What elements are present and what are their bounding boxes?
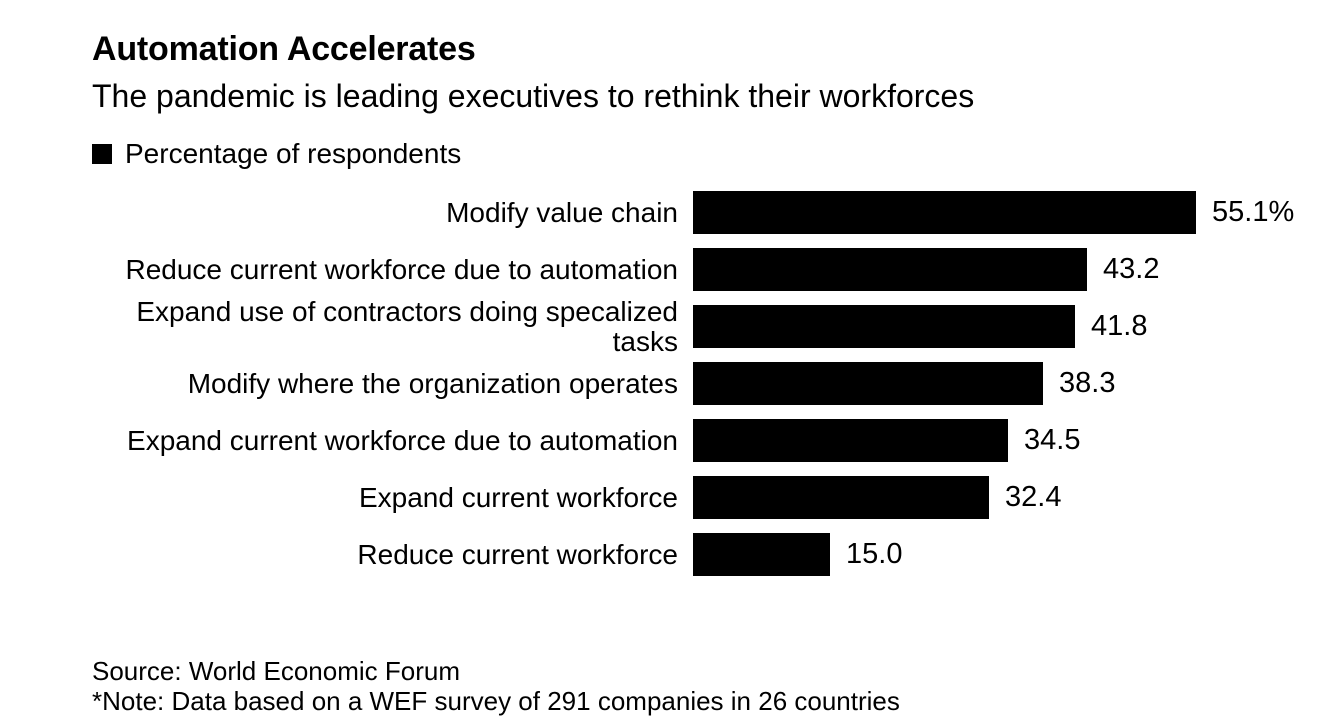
bar-row: Reduce current workforce due to automati… [92, 241, 1332, 298]
bar [693, 248, 1087, 291]
chart-title: Automation Accelerates [92, 30, 476, 68]
bar-row: Modify where the organization operates 38… [92, 355, 1332, 412]
legend-swatch-icon [92, 144, 112, 164]
legend: Percentage of respondents [92, 138, 1332, 169]
bar [693, 419, 1008, 462]
bar-area: 15.0 [693, 533, 1332, 576]
chart-footer: Source: World Economic Forum *Note: Data… [92, 656, 1332, 716]
bar-value-label: 41.8 [1091, 310, 1148, 342]
bar-row: Reduce current workforce 15.0 [92, 526, 1332, 583]
bar-value-label: 34.5 [1024, 424, 1081, 456]
bar [693, 533, 830, 576]
bar-label: Modify value chain [446, 196, 678, 228]
source-text: Source: World Economic Forum [92, 656, 460, 686]
bar [693, 191, 1196, 234]
bar-row: Modify value chain 55.1% [92, 184, 1332, 241]
bar-value-label: 43.2 [1103, 253, 1160, 285]
bar-area: 41.8 [693, 305, 1332, 348]
bar-value-label: 55.1% [1212, 196, 1295, 228]
bar-value-label: 32.4 [1005, 481, 1062, 513]
bar-row: Expand use of contractors doing specaliz… [92, 295, 1332, 357]
bar [693, 362, 1043, 405]
bar-area: 55.1% [693, 191, 1332, 234]
bar-label: Expand current workforce due to automati… [127, 424, 678, 456]
bar-label: Reduce current workforce due to automati… [125, 253, 678, 285]
chart-subtitle: The pandemic is leading executives to re… [92, 78, 975, 114]
legend-label: Percentage of respondents [125, 138, 462, 169]
bar-label: Modify where the organization operates [187, 367, 678, 399]
bar-label: Expand use of contractors doing specaliz… [136, 295, 678, 357]
bar-row: Expand current workforce due to automati… [92, 412, 1332, 469]
bar-area: 43.2 [693, 248, 1332, 291]
note-text: *Note: Data based on a WEF survey of 291… [92, 686, 900, 716]
bar-value-label: 15.0 [846, 538, 903, 570]
bar-area: 32.4 [693, 476, 1332, 519]
bar-row: Expand current workforce 32.4 [92, 469, 1332, 526]
bar-area: 34.5 [693, 419, 1332, 462]
bar-label: Reduce current workforce [357, 538, 678, 570]
bar-area: 38.3 [693, 362, 1332, 405]
bar [693, 476, 989, 519]
bar [693, 305, 1075, 348]
bar-value-label: 38.3 [1059, 367, 1116, 399]
bar-chart: Modify value chain 55.1% Reduce current wo… [92, 184, 1332, 583]
bar-label: Expand current workforce [358, 481, 678, 513]
